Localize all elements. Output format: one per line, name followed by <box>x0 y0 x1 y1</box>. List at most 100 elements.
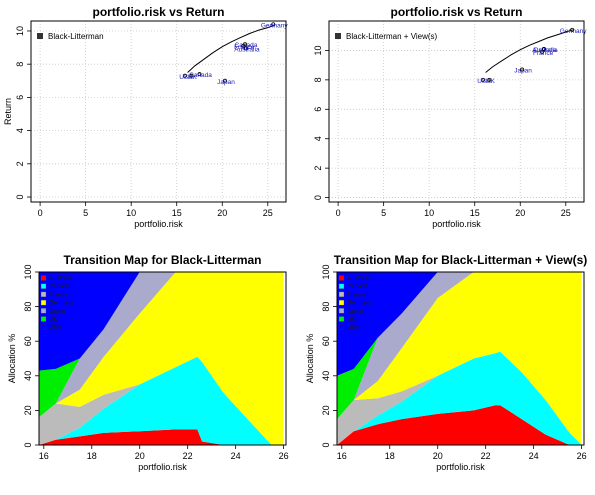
y-tick-label: 10 <box>313 45 323 55</box>
data-point <box>540 49 545 54</box>
legend-label: Australia <box>49 276 73 282</box>
y-tick-label: 40 <box>23 371 33 381</box>
area-australia <box>39 429 284 445</box>
area-france <box>337 351 582 445</box>
x-tick-label: 18 <box>385 451 395 461</box>
data-point <box>541 46 546 51</box>
chart-title: portfolio.risk vs Return <box>390 5 522 19</box>
y-tick-label: 4 <box>15 128 25 133</box>
x-tick-label: 16 <box>337 451 347 461</box>
point-label: Japan <box>514 68 532 75</box>
legend-label: Japan <box>49 309 65 315</box>
x-tick-label: 20 <box>433 451 443 461</box>
legend-label: Japan <box>347 309 363 315</box>
legend-swatch <box>40 275 47 281</box>
x-tick-label: 24 <box>231 451 241 461</box>
x-tick-label: 0 <box>336 208 341 218</box>
y-tick-label: 20 <box>23 405 33 415</box>
data-point <box>182 73 187 78</box>
legend-swatch <box>338 275 345 281</box>
y-tick-label: 40 <box>321 371 331 381</box>
data-point <box>271 22 276 27</box>
data-point <box>189 73 194 78</box>
data-point <box>222 78 227 83</box>
x-tick-label: 15 <box>470 208 480 218</box>
legend-label: Black-Litterman <box>48 32 104 41</box>
legend-label: Canada <box>347 284 369 290</box>
legend-label: Black-Litterman + View(s) <box>346 32 438 41</box>
y-tick-label: 8 <box>15 62 25 67</box>
x-tick-label: 15 <box>172 208 182 218</box>
y-tick-label: 6 <box>313 107 323 112</box>
y-tick-label: 60 <box>23 336 33 346</box>
x-tick-label: 20 <box>217 208 227 218</box>
legend-swatch <box>40 291 47 298</box>
y-tick-label: 0 <box>23 442 33 447</box>
chart-panel-1: portfolio.risk vs ReturnUSAUKCanadaJapan… <box>3 5 288 229</box>
legend-label: UK <box>49 317 57 323</box>
area-usa <box>337 272 582 376</box>
x-tick-label: 26 <box>577 451 587 461</box>
x-axis-title: portfolio.risk <box>432 219 481 229</box>
legend-label: Australia <box>347 276 371 282</box>
legend-swatch <box>338 283 345 289</box>
data-point <box>243 42 248 47</box>
point-label: UK <box>486 78 496 85</box>
y-tick-label: 6 <box>15 95 25 100</box>
x-tick-label: 22 <box>183 451 193 461</box>
x-tick-label: 26 <box>279 451 289 461</box>
point-label: Canada <box>189 72 212 79</box>
x-tick-label: 5 <box>83 208 88 218</box>
area-canada <box>337 351 582 445</box>
x-tick-label: 0 <box>38 208 43 218</box>
x-axis-title: portfolio.risk <box>436 462 485 472</box>
chart-panel-3: Transition Map for Black-Litterman Austra… <box>7 253 289 472</box>
y-tick-label: 100 <box>23 264 33 279</box>
data-point <box>243 46 248 51</box>
x-tick-label: 25 <box>561 208 571 218</box>
x-axis-title: portfolio.risk <box>138 462 187 472</box>
area-germany <box>39 272 284 445</box>
x-tick-label: 24 <box>529 451 539 461</box>
point-label: Japan <box>217 79 235 86</box>
plot-frame <box>336 271 585 446</box>
plot-frame <box>328 20 585 203</box>
point-label: Australia <box>234 46 260 53</box>
y-axis-title: Return <box>3 98 13 125</box>
x-tick-label: 10 <box>126 208 136 218</box>
legend-label: UK <box>347 317 355 323</box>
legend-label: USA <box>347 325 359 331</box>
legend-swatch <box>40 299 47 306</box>
y-tick-label: 8 <box>313 77 323 82</box>
y-tick-label: 10 <box>15 26 25 36</box>
legend-label: Germany <box>49 301 74 307</box>
y-tick-label: 80 <box>321 302 331 312</box>
legend-swatch <box>338 308 345 314</box>
legend-swatch <box>40 283 47 289</box>
chart-title: Transition Map for Black-Litterman <box>63 253 261 267</box>
chart-title: portfolio.risk vs Return <box>92 5 224 19</box>
y-tick-label: 2 <box>313 166 323 171</box>
x-tick-label: 20 <box>515 208 525 218</box>
point-label: France <box>533 50 554 57</box>
legend-swatch <box>40 316 47 322</box>
y-axis-title: Allocation % <box>305 334 315 384</box>
point-label: UK <box>188 74 198 81</box>
legend-swatch <box>37 33 43 39</box>
legend-label: France <box>347 292 366 298</box>
x-tick-label: 10 <box>424 208 434 218</box>
area-australia <box>337 405 582 445</box>
point-label: Australia <box>532 47 558 54</box>
x-tick-label: 25 <box>263 208 273 218</box>
y-tick-label: 0 <box>15 195 25 200</box>
data-point <box>197 72 202 77</box>
data-point <box>487 77 492 82</box>
y-axis-title: Allocation % <box>7 334 17 384</box>
plot-frame <box>38 271 287 446</box>
data-point <box>570 27 575 32</box>
legend-label: France <box>49 292 68 298</box>
legend-swatch <box>338 291 345 298</box>
legend-label: Germany <box>347 301 372 307</box>
chart-title: Transition Map for Black-Litterman + Vie… <box>334 253 588 267</box>
